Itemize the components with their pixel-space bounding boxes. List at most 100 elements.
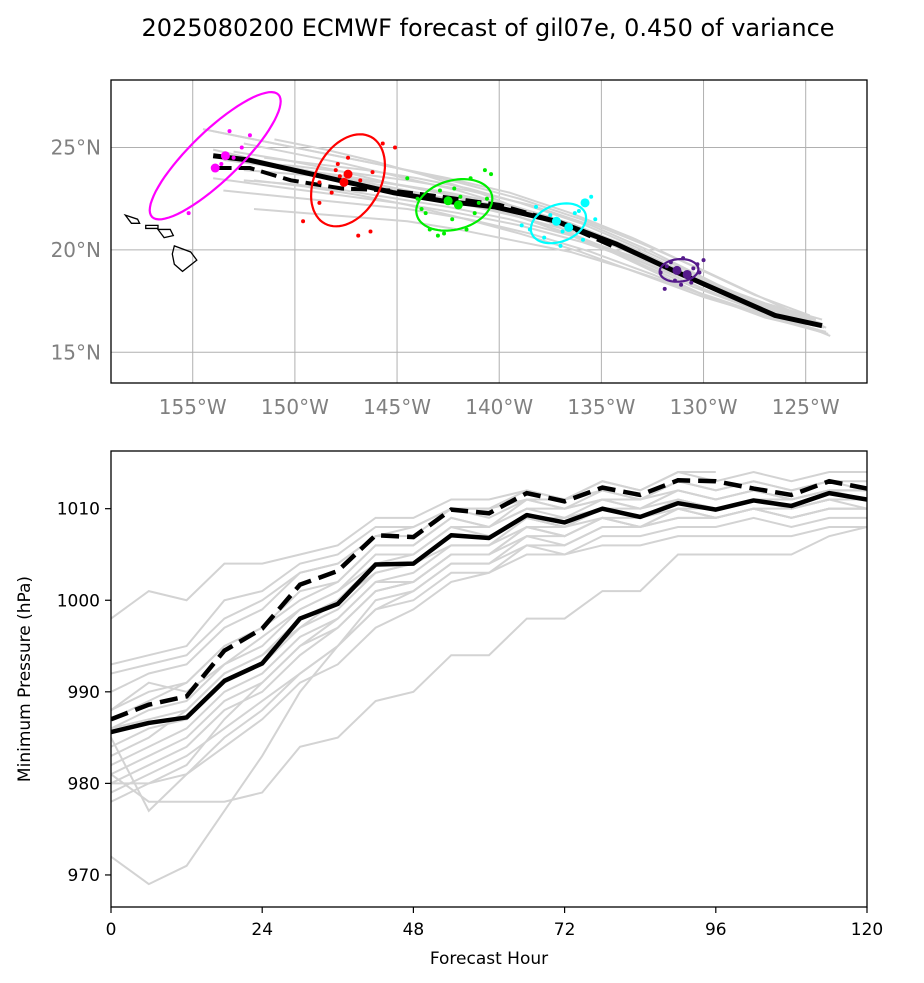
hawaii-islands bbox=[95, 205, 198, 273]
pressure-member-line bbox=[111, 489, 867, 721]
ensemble-position-dot bbox=[437, 188, 442, 193]
pressure-mean-line bbox=[111, 490, 867, 735]
ensemble-position-dot bbox=[452, 186, 457, 191]
mean-position-dot bbox=[443, 196, 453, 206]
pressure-member-line bbox=[111, 526, 867, 886]
mean-position-dot bbox=[682, 269, 692, 279]
map-lon-tick-label: 125°W bbox=[772, 395, 840, 419]
island-outline bbox=[156, 228, 175, 239]
map-lat-tick-label: 25°N bbox=[51, 136, 101, 160]
x-tick-label: 48 bbox=[403, 920, 425, 940]
ensemble-position-dot bbox=[368, 229, 373, 234]
uncertainty-ellipse bbox=[529, 202, 588, 245]
ensemble-position-dot bbox=[435, 233, 440, 238]
uncertainty-ellipse bbox=[658, 258, 700, 283]
ensemble-position-dot bbox=[405, 176, 410, 181]
uncertainty-ellipse bbox=[148, 90, 282, 221]
mean-position-dot bbox=[210, 163, 220, 173]
pressure-x-ticks: 0 24 48 72 96 120 bbox=[106, 907, 883, 940]
ensemble-position-dot bbox=[358, 178, 363, 183]
pressure-member-line bbox=[111, 526, 867, 803]
ensemble-position-dot bbox=[231, 155, 236, 160]
map-lon-tick-label: 155°W bbox=[159, 395, 227, 419]
pressure-member-line bbox=[111, 507, 867, 785]
ensemble-position-dot bbox=[476, 200, 481, 205]
ensemble-position-dot bbox=[701, 258, 706, 263]
y-tick-label: 1010 bbox=[57, 500, 100, 520]
ensemble-position-dot bbox=[356, 233, 361, 238]
mean-track-line bbox=[212, 153, 823, 329]
pressure-y-ticks: 970 980 990 1000 1010 bbox=[57, 500, 111, 886]
y-tick-label: 970 bbox=[68, 866, 100, 886]
ensemble-position-dot bbox=[593, 217, 598, 222]
ensemble-position-dot bbox=[380, 141, 385, 146]
pressure-mean-layer bbox=[111, 478, 867, 735]
ensemble-position-dot bbox=[589, 194, 594, 199]
uncertainty-ellipse bbox=[309, 133, 386, 228]
mean-position-dot bbox=[672, 265, 682, 275]
uncertainty-ellipse bbox=[415, 178, 494, 232]
y-tick-label: 980 bbox=[68, 774, 100, 794]
map-lat-tick-label: 15°N bbox=[51, 340, 101, 364]
ensemble-position-dot bbox=[533, 204, 538, 209]
island-outline bbox=[171, 244, 198, 273]
ensemble-position-dot bbox=[519, 223, 524, 228]
ensemble-position-dot bbox=[247, 133, 252, 138]
mean-position-dot bbox=[453, 200, 463, 210]
ensemble-position-dot bbox=[580, 237, 585, 242]
ensemble-position-dot bbox=[393, 145, 398, 150]
pressure-panel: 0 24 48 72 96 120 970 980 990 1000 1010 Forecast … bbox=[15, 450, 883, 969]
y-tick-label: 1000 bbox=[57, 591, 100, 611]
ensemble-position-dot bbox=[239, 145, 244, 150]
mean-position-dot bbox=[580, 198, 590, 208]
mean-position-dot bbox=[220, 151, 230, 161]
track-map-panel: 155°W 150°W 145°W 140°W 135°W 130°W 125°W 15°N… bbox=[51, 79, 868, 419]
ensemble-position-dot bbox=[442, 231, 447, 236]
ensemble-position-dot bbox=[186, 211, 191, 216]
ensemble-track-line bbox=[202, 128, 811, 317]
y-axis-label: Minimum Pressure (hPa) bbox=[15, 576, 35, 782]
x-tick-label: 72 bbox=[554, 920, 576, 940]
ensemble-position-dot bbox=[662, 286, 667, 291]
ensemble-position-dot bbox=[489, 172, 494, 177]
x-tick-label: 120 bbox=[851, 920, 883, 940]
pressure-control-line bbox=[111, 478, 867, 722]
ensemble-position-dot bbox=[548, 213, 553, 218]
map-lon-tick-label: 130°W bbox=[670, 395, 738, 419]
ensemble-position-dot bbox=[419, 206, 424, 211]
ensemble-position-dot bbox=[472, 211, 477, 216]
map-frame bbox=[110, 79, 868, 384]
ensemble-position-dot bbox=[558, 243, 563, 248]
island-outline bbox=[95, 205, 105, 211]
island-outline bbox=[145, 224, 159, 230]
ensemble-position-dot bbox=[458, 194, 463, 199]
ensemble-position-dot bbox=[219, 161, 224, 166]
x-tick-label: 0 bbox=[106, 920, 117, 940]
ensemble-position-dot bbox=[317, 200, 322, 205]
map-lat-ticks: 15°N 20°N 25°N bbox=[51, 136, 101, 365]
ensemble-position-dot bbox=[227, 129, 232, 134]
map-lon-tick-label: 150°W bbox=[261, 395, 329, 419]
ensemble-position-dot bbox=[464, 227, 469, 232]
ensemble-position-dot bbox=[317, 180, 322, 185]
mean-position-dot bbox=[564, 222, 574, 232]
pressure-ensemble-lines bbox=[111, 471, 867, 886]
ensemble-position-dot bbox=[679, 282, 684, 287]
ensemble-position-dot bbox=[333, 168, 338, 173]
ensemble-position-dot bbox=[482, 168, 487, 173]
x-axis-label: Forecast Hour bbox=[430, 949, 548, 969]
mean-position-dot bbox=[551, 216, 561, 226]
ensemble-position-dot bbox=[560, 229, 565, 234]
map-lon-tick-label: 135°W bbox=[567, 395, 635, 419]
ensemble-position-dot bbox=[689, 280, 694, 285]
ensemble-track-line bbox=[264, 156, 823, 325]
mean-position-dot bbox=[343, 169, 353, 179]
ensemble-position-dot bbox=[691, 266, 696, 271]
island-outline bbox=[123, 213, 141, 224]
ensemble-position-dot bbox=[664, 264, 669, 269]
ensemble-position-dot bbox=[370, 170, 375, 175]
ensemble-position-dot bbox=[301, 219, 306, 224]
map-background bbox=[111, 80, 867, 383]
ensemble-position-dot bbox=[484, 196, 489, 201]
ensemble-position-dot bbox=[335, 161, 340, 166]
